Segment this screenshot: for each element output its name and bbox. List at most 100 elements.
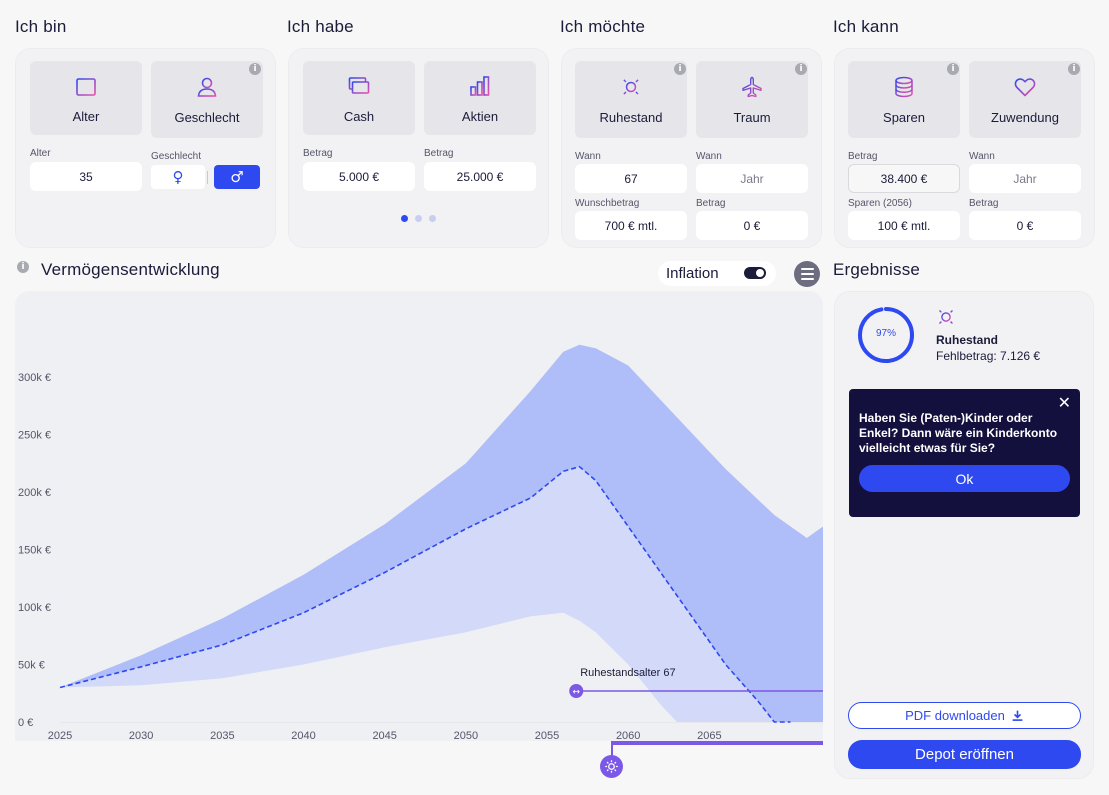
- info-icon[interactable]: i: [249, 63, 261, 75]
- pagination-dot-active[interactable]: [401, 215, 408, 222]
- wunschbetrag-label: Wunschbetrag: [575, 198, 640, 209]
- pdf-download-button[interactable]: PDF downloaden: [848, 702, 1081, 729]
- inflation-toggle-container[interactable]: Inflation: [658, 261, 776, 286]
- x-tick-label: 2045: [372, 730, 396, 741]
- section-title-ich-kann: Ich kann: [833, 17, 899, 36]
- female-button[interactable]: ♀: [151, 165, 205, 189]
- drag-arrows-icon: ↔: [572, 688, 580, 698]
- kinderkonto-promo: ✕ Haben Sie (Paten-)Kinder oder Enkel? D…: [849, 389, 1080, 517]
- retirement-sun-marker[interactable]: [600, 755, 623, 778]
- alter-label: Alter: [30, 148, 51, 159]
- traum-betrag-label: Betrag: [696, 198, 726, 209]
- male-button[interactable]: ♂: [214, 165, 260, 189]
- tile-alter[interactable]: Alter: [30, 61, 142, 135]
- section-title-ich-bin: Ich bin: [15, 17, 67, 36]
- section-title-ich-moechte: Ich möchte: [560, 17, 646, 36]
- section-title-ich-habe: Ich habe: [287, 17, 354, 36]
- info-icon[interactable]: i: [1068, 63, 1080, 75]
- tile-traum[interactable]: Traum: [696, 61, 808, 138]
- geschlecht-label: Geschlecht: [151, 151, 202, 162]
- bar-chart-icon: [467, 73, 493, 99]
- depot-eroeffnen-button[interactable]: Depot eröffnen: [848, 740, 1081, 769]
- pdf-download-label: PDF downloaden: [905, 708, 1005, 723]
- sparen-rate-input[interactable]: 100 € mtl.: [848, 211, 960, 240]
- gap-label: Fehlbetrag: 7.126 €: [936, 349, 1041, 363]
- wealth-chart: 0 € 50k € 100k € 150k € 200k € 250k € 300k € 20…: [18, 344, 823, 741]
- lower-band-area: [60, 612, 694, 722]
- sun-icon: [605, 760, 618, 773]
- retirement-annotation: Ruhestandsalter 67: [580, 667, 675, 679]
- info-icon[interactable]: i: [795, 63, 807, 75]
- tile-label: Cash: [343, 108, 375, 124]
- chart-info-icon[interactable]: i: [17, 261, 29, 273]
- x-tick-label: 2065: [697, 730, 721, 741]
- info-icon[interactable]: i: [674, 63, 686, 75]
- tile-label: Sparen: [883, 110, 925, 125]
- retirement-handle: [569, 684, 584, 698]
- female-icon: ♀: [172, 168, 184, 186]
- tile-geschlecht[interactable]: Geschlecht: [151, 61, 263, 138]
- chart-title: Vermögensentwicklung: [41, 260, 220, 279]
- y-tick-label: 100k €: [18, 602, 51, 614]
- ruhestand-wann-label: Wann: [575, 151, 601, 162]
- zuwendung-betrag-input[interactable]: 0 €: [969, 211, 1081, 240]
- y-tick-label: 300k €: [18, 372, 51, 384]
- x-tick-label: 2050: [454, 730, 478, 741]
- info-icon[interactable]: i: [947, 63, 959, 75]
- x-tick-label: 2040: [291, 730, 315, 741]
- ruhestand-wann-input[interactable]: 67: [575, 164, 687, 193]
- x-tick-label: 2055: [535, 730, 559, 741]
- traum-wann-input[interactable]: Jahr: [696, 164, 808, 193]
- tile-sparen[interactable]: Sparen: [848, 61, 960, 138]
- progress-percent: 97%: [875, 328, 896, 339]
- promo-ok-button[interactable]: Ok: [859, 465, 1070, 492]
- progress-ring: [858, 307, 914, 363]
- gender-divider: [207, 171, 208, 184]
- tile-aktien[interactable]: Aktien: [424, 61, 536, 135]
- zuwendung-wann-input[interactable]: Jahr: [969, 164, 1081, 193]
- x-tick-label: 2060: [616, 730, 640, 741]
- sparen-betrag-label: Betrag: [848, 151, 878, 162]
- x-tick-label: 2025: [48, 730, 72, 741]
- tile-cash[interactable]: Cash: [303, 61, 415, 135]
- zuwendung-wann-label: Wann: [969, 151, 995, 162]
- x-tick-label: 2030: [129, 730, 153, 741]
- airplane-icon: [739, 74, 765, 100]
- download-icon: [1012, 710, 1023, 721]
- cash-betrag-label: Betrag: [303, 148, 333, 159]
- goal-label: Ruhestand: [936, 333, 999, 347]
- retirement-track-line[interactable]: [612, 741, 823, 745]
- heart-icon: [1012, 74, 1038, 100]
- inflation-label: Inflation: [666, 265, 719, 282]
- pagination-dot[interactable]: [415, 215, 422, 222]
- traum-betrag-input[interactable]: 0 €: [696, 211, 808, 240]
- coins-icon: [891, 74, 917, 100]
- close-icon[interactable]: ✕: [1057, 393, 1071, 412]
- tile-label: Ruhestand: [599, 110, 663, 125]
- tile-ruhestand[interactable]: Ruhestand: [575, 61, 687, 138]
- y-tick-label: 150k €: [18, 545, 51, 557]
- aktien-betrag-input[interactable]: 25.000 €: [424, 162, 536, 191]
- tile-label: Traum: [733, 110, 771, 125]
- aktien-betrag-label: Betrag: [424, 148, 454, 159]
- tile-zuwendung[interactable]: Zuwendung: [969, 61, 1081, 138]
- results-title: Ergebnisse: [833, 260, 921, 279]
- tile-label: Zuwendung: [991, 110, 1059, 125]
- sparen-betrag-input[interactable]: 38.400 €: [848, 164, 960, 193]
- cash-betrag-input[interactable]: 5.000 €: [303, 162, 415, 191]
- calendar-icon: [73, 73, 99, 99]
- pagination-dot[interactable]: [429, 215, 436, 222]
- y-tick-label: 50k €: [18, 660, 45, 672]
- traum-wann-label: Wann: [696, 151, 722, 162]
- wunschbetrag-input[interactable]: 700 € mtl.: [575, 211, 687, 240]
- retirement-track-stem: [611, 741, 613, 759]
- sun-icon: [618, 74, 644, 100]
- median-line: [59, 465, 791, 723]
- chart-area: 0 € 50k € 100k € 150k € 200k € 250k € 300k € 20…: [15, 291, 823, 741]
- chart-menu-button[interactable]: [794, 261, 820, 287]
- inflation-toggle[interactable]: [744, 267, 766, 279]
- person-icon: [194, 74, 220, 100]
- x-tick-label: 2035: [210, 730, 234, 741]
- promo-text: Haben Sie (Paten-)Kinder oder Enkel? Dan…: [859, 411, 1058, 455]
- alter-input[interactable]: 35: [30, 162, 142, 191]
